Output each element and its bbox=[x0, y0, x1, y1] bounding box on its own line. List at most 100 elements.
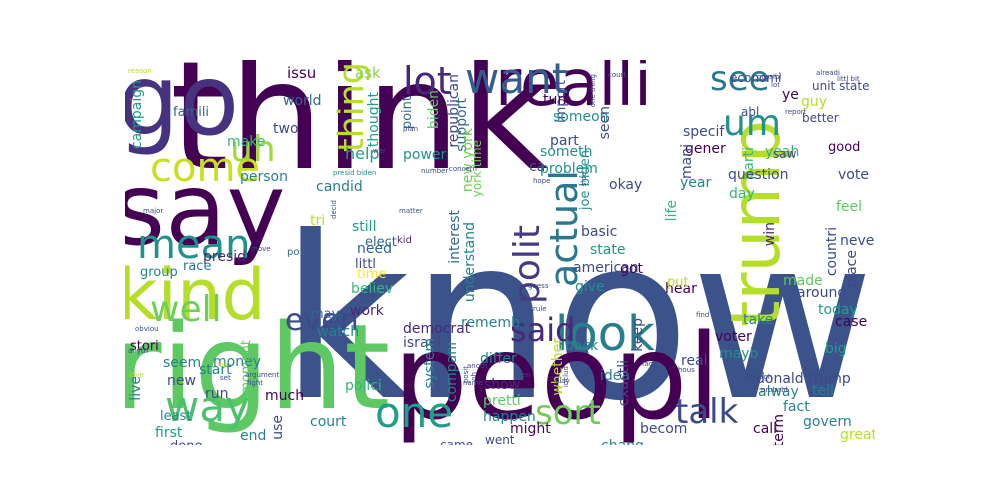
cloud-word: elect bbox=[365, 235, 397, 250]
cloud-word: run bbox=[205, 386, 229, 402]
cloud-word: power bbox=[403, 147, 447, 163]
cloud-word: happen bbox=[483, 409, 536, 425]
cloud-word: specif bbox=[683, 124, 725, 140]
cloud-word: talk bbox=[675, 392, 739, 432]
cloud-word: campaign bbox=[129, 80, 145, 150]
cloud-word: alreadi bbox=[816, 69, 840, 77]
cloud-word: uh bbox=[230, 129, 276, 170]
cloud-word: enough bbox=[746, 373, 773, 381]
cloud-word: life bbox=[664, 200, 680, 222]
cloud-word: saw bbox=[773, 147, 797, 161]
cloud-word: way bbox=[165, 382, 250, 431]
cloud-word: even bbox=[285, 303, 359, 338]
cloud-word: includ bbox=[562, 366, 570, 388]
cloud-word: tell bbox=[812, 383, 834, 399]
cloud-word: need bbox=[357, 241, 392, 257]
cloud-word: kind bbox=[125, 254, 266, 336]
cloud-word: today bbox=[818, 302, 858, 318]
cloud-word: stori bbox=[130, 339, 159, 354]
cloud-word: littl bit bbox=[837, 75, 860, 83]
cloud-word: okay bbox=[609, 177, 643, 193]
cloud-word: time bbox=[357, 267, 387, 282]
cloud-word: give bbox=[575, 279, 605, 295]
cloud-word: ca bbox=[529, 159, 546, 175]
cloud-word: war bbox=[373, 147, 386, 155]
cloud-word: play bbox=[555, 377, 570, 385]
cloud-word: voter bbox=[715, 329, 752, 345]
cloud-word: number bbox=[421, 167, 449, 175]
cloud-word: biden bbox=[426, 90, 442, 130]
cloud-word: mani bbox=[679, 144, 695, 179]
cloud-word: reason bbox=[128, 67, 152, 75]
cloud-word: world bbox=[283, 93, 322, 109]
cloud-word: candid bbox=[316, 179, 363, 195]
cloud-word: day bbox=[729, 186, 755, 202]
cloud-word: place bbox=[844, 250, 860, 288]
cloud-word: american bbox=[573, 260, 639, 276]
cloud-word: um bbox=[723, 103, 781, 144]
cloud-word: call bbox=[753, 421, 778, 437]
cloud-word: israel bbox=[403, 335, 442, 351]
cloud-word: polit bbox=[507, 225, 548, 304]
cloud-word: report bbox=[785, 108, 807, 116]
cloud-word: feel bbox=[836, 199, 863, 215]
cloud-word: take bbox=[743, 312, 774, 328]
cloud-word: fight bbox=[247, 379, 264, 387]
cloud-word: one bbox=[375, 388, 454, 437]
cloud-word: seem bbox=[163, 355, 202, 371]
cloud-word: understand bbox=[462, 222, 478, 303]
cloud-word: abl bbox=[741, 105, 760, 119]
cloud-word: gener bbox=[685, 141, 726, 157]
cloud-word: year bbox=[680, 175, 712, 191]
cloud-word: end bbox=[240, 428, 267, 444]
cloud-word: basic bbox=[581, 224, 618, 240]
cloud-word: mean bbox=[137, 222, 251, 268]
cloud-word: make bbox=[227, 134, 266, 150]
cloud-word: govern bbox=[803, 414, 852, 430]
cloud-word: one thing bbox=[589, 74, 597, 108]
cloud-word: turn bbox=[543, 92, 572, 108]
cloud-word: matter bbox=[399, 207, 423, 215]
cloud-word: might bbox=[510, 421, 551, 437]
cloud-word: never bbox=[840, 233, 875, 249]
cloud-word: race bbox=[183, 259, 212, 274]
cloud-word: court bbox=[310, 414, 347, 430]
cloud-word: first bbox=[155, 425, 183, 441]
cloud-word: lot bbox=[403, 60, 452, 103]
cloud-word: new bbox=[167, 373, 196, 389]
cloud-word: may bbox=[311, 307, 340, 322]
cloud-word: want bbox=[465, 60, 569, 103]
cloud-word: pretti bbox=[483, 393, 521, 409]
cloud-word: group bbox=[140, 265, 178, 280]
cloud-word: plan bbox=[403, 125, 419, 133]
cloud-word: poll bbox=[287, 247, 306, 258]
cloud-word: said bbox=[510, 311, 576, 349]
cloud-word: compani bbox=[444, 342, 460, 403]
cloud-word: side bbox=[580, 172, 588, 187]
cloud-word: guess bbox=[528, 282, 549, 290]
cloud-word: around bbox=[797, 285, 847, 301]
cloud-word: lot bbox=[771, 81, 780, 89]
cloud-word: major bbox=[143, 207, 164, 215]
cloud-word: money bbox=[213, 354, 261, 370]
cloud-word: concern bbox=[449, 165, 477, 173]
cloud-word: chang bbox=[601, 439, 644, 445]
cloud-word: question bbox=[728, 167, 789, 183]
cloud-word: back bbox=[565, 338, 599, 354]
cloud-word: argument bbox=[245, 371, 280, 379]
cloud-word: help bbox=[345, 144, 380, 163]
cloud-word: system bbox=[422, 338, 438, 389]
cloud-word: tri bbox=[310, 213, 326, 229]
cloud-word: two bbox=[273, 121, 299, 137]
cloud-word: fact bbox=[783, 399, 810, 415]
cloud-word: seen bbox=[597, 106, 613, 140]
cloud-word: better bbox=[802, 111, 839, 125]
cloud-word: job bbox=[217, 361, 228, 369]
cloud-word: say bbox=[125, 151, 286, 268]
cloud-word: countri bbox=[824, 227, 840, 277]
cloud-word: much bbox=[265, 388, 305, 404]
cloud-word: go bbox=[125, 60, 240, 158]
cloud-word: part bbox=[550, 133, 579, 149]
cloud-word: obviou bbox=[135, 325, 159, 333]
cloud-word: great bbox=[840, 427, 875, 443]
